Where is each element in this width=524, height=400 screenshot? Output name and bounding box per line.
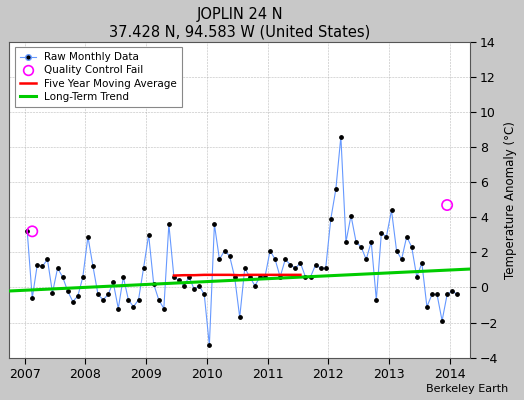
Point [89, 263, 97, 270]
Point [215, 256, 224, 263]
Point [326, 216, 335, 222]
Point [332, 186, 340, 192]
Point [38, 263, 47, 270]
Point [443, 202, 451, 208]
Point [342, 239, 350, 245]
Point [382, 234, 390, 240]
Point [23, 228, 31, 234]
Point [160, 305, 168, 312]
Point [352, 239, 360, 245]
Point [377, 230, 386, 236]
Title: JOPLIN 24 N
37.428 N, 94.583 W (United States): JOPLIN 24 N 37.428 N, 94.583 W (United S… [109, 7, 370, 39]
Point [408, 244, 416, 250]
Point [347, 212, 355, 219]
Point [134, 296, 143, 303]
Point [367, 239, 375, 245]
Point [357, 244, 365, 250]
Point [311, 262, 320, 268]
Point [250, 282, 259, 289]
Point [109, 279, 117, 286]
Point [185, 274, 193, 280]
Point [453, 291, 462, 298]
Point [235, 314, 244, 320]
Point [412, 274, 421, 280]
Point [175, 277, 183, 284]
Point [433, 291, 441, 298]
Text: Berkeley Earth: Berkeley Earth [426, 384, 508, 394]
Point [114, 305, 123, 312]
Point [438, 318, 446, 324]
Point [210, 221, 219, 228]
Point [180, 282, 188, 289]
Point [221, 248, 229, 254]
Point [423, 304, 431, 310]
Point [200, 291, 209, 298]
Point [276, 274, 285, 280]
Point [58, 274, 67, 280]
Point [443, 291, 451, 298]
Point [256, 274, 264, 280]
Point [149, 281, 158, 287]
Point [119, 274, 127, 280]
Point [231, 274, 239, 280]
Point [286, 262, 294, 268]
Point [448, 288, 456, 294]
Point [48, 290, 57, 296]
Point [337, 134, 345, 140]
Point [104, 291, 112, 298]
Point [124, 296, 133, 303]
Point [307, 274, 315, 280]
Point [322, 265, 330, 271]
Legend: Raw Monthly Data, Quality Control Fail, Five Year Moving Average, Long-Term Tren: Raw Monthly Data, Quality Control Fail, … [15, 47, 182, 107]
Point [155, 296, 163, 303]
Point [392, 248, 401, 254]
Point [266, 248, 274, 254]
Point [241, 265, 249, 271]
Point [170, 274, 178, 280]
Point [397, 256, 406, 263]
Point [205, 342, 214, 348]
Point [99, 296, 107, 303]
Point [246, 274, 254, 280]
Point [28, 295, 37, 301]
Point [418, 260, 426, 266]
Point [296, 260, 304, 266]
Point [53, 265, 62, 271]
Point [225, 253, 234, 259]
Point [84, 234, 92, 240]
Point [261, 274, 269, 280]
Point [372, 296, 380, 303]
Point [362, 256, 370, 263]
Point [165, 221, 173, 228]
Point [190, 286, 199, 292]
Point [73, 293, 82, 300]
Point [195, 282, 203, 289]
Point [316, 265, 325, 271]
Point [79, 274, 87, 280]
Point [139, 265, 148, 271]
Point [69, 298, 77, 305]
Point [291, 265, 300, 271]
Point [33, 262, 41, 268]
Point [428, 291, 436, 298]
Point [28, 228, 37, 234]
Point [402, 234, 411, 240]
Point [281, 256, 289, 263]
Point [94, 291, 102, 298]
Point [271, 256, 279, 263]
Point [301, 274, 310, 280]
Y-axis label: Temperature Anomaly (°C): Temperature Anomaly (°C) [504, 121, 517, 279]
Point [145, 232, 153, 238]
Point [129, 304, 138, 310]
Point [63, 288, 72, 294]
Point [387, 207, 396, 214]
Point [43, 256, 52, 263]
